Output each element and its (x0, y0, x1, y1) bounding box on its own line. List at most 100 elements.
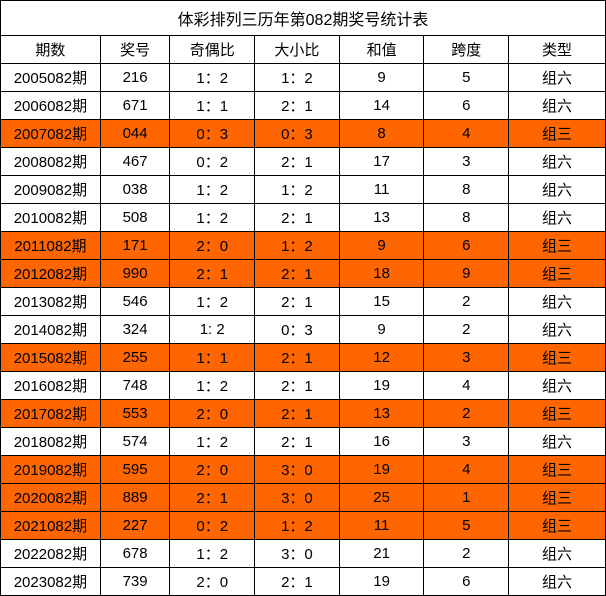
table-cell: 8 (424, 176, 509, 204)
table-cell: 组六 (509, 64, 606, 92)
table-cell: 546 (100, 288, 170, 316)
table-row: 2017082期5532：02：1132组三 (1, 400, 606, 428)
table-cell: 组三 (509, 484, 606, 512)
table-cell: 0：2 (170, 148, 255, 176)
table-row: 2006082期6711：12：1146组六 (1, 92, 606, 120)
table-cell: 467 (100, 148, 170, 176)
table-cell: 2 (424, 288, 509, 316)
table-cell: 17 (339, 148, 424, 176)
table-row: 2012082期9902：12：1189组三 (1, 260, 606, 288)
table-cell: 1: 2 (170, 316, 255, 344)
table-cell: 13 (339, 400, 424, 428)
column-header: 跨度 (424, 36, 509, 64)
table-cell: 4 (424, 456, 509, 484)
table-cell: 324 (100, 316, 170, 344)
table-cell: 2022082期 (1, 540, 101, 568)
table-cell: 044 (100, 120, 170, 148)
table-cell: 171 (100, 232, 170, 260)
table-cell: 6 (424, 92, 509, 120)
table-cell: 3：0 (255, 540, 340, 568)
table-cell: 2：1 (255, 288, 340, 316)
table-cell: 8 (339, 120, 424, 148)
table-cell: 2：1 (255, 372, 340, 400)
table-cell: 2023082期 (1, 568, 101, 596)
table-row: 2016082期7481：22：1194组六 (1, 372, 606, 400)
table-cell: 2：1 (255, 428, 340, 456)
table-cell: 组三 (509, 120, 606, 148)
table-cell: 组三 (509, 232, 606, 260)
table-cell: 2：0 (170, 568, 255, 596)
table-cell: 2：0 (170, 400, 255, 428)
table-cell: 19 (339, 372, 424, 400)
table-cell: 2：1 (255, 260, 340, 288)
table-cell: 2：1 (255, 204, 340, 232)
table-cell: 2014082期 (1, 316, 101, 344)
table-cell: 组六 (509, 316, 606, 344)
table-cell: 2020082期 (1, 484, 101, 512)
table-cell: 13 (339, 204, 424, 232)
table-cell: 2：1 (255, 400, 340, 428)
table-cell: 0：3 (170, 120, 255, 148)
table-cell: 2011082期 (1, 232, 101, 260)
table-cell: 1：2 (170, 372, 255, 400)
table-cell: 12 (339, 344, 424, 372)
table-cell: 595 (100, 456, 170, 484)
table-row: 2019082期5952：03：0194组三 (1, 456, 606, 484)
table-cell: 组三 (509, 344, 606, 372)
table-cell: 1：2 (255, 232, 340, 260)
table-cell: 038 (100, 176, 170, 204)
table-cell: 组六 (509, 568, 606, 596)
table-cell: 216 (100, 64, 170, 92)
column-header: 类型 (509, 36, 606, 64)
table-cell: 9 (339, 316, 424, 344)
table-cell: 2：0 (170, 456, 255, 484)
column-header: 奖号 (100, 36, 170, 64)
table-cell: 19 (339, 568, 424, 596)
table-cell: 1：2 (255, 176, 340, 204)
table-cell: 671 (100, 92, 170, 120)
table-cell: 1：2 (170, 176, 255, 204)
table-cell: 990 (100, 260, 170, 288)
table-cell: 组六 (509, 288, 606, 316)
column-header: 大小比 (255, 36, 340, 64)
table-cell: 255 (100, 344, 170, 372)
table-cell: 组六 (509, 540, 606, 568)
table-cell: 2005082期 (1, 64, 101, 92)
table-cell: 11 (339, 176, 424, 204)
table-cell: 889 (100, 484, 170, 512)
table-cell: 5 (424, 64, 509, 92)
table-cell: 2：1 (170, 260, 255, 288)
table-cell: 2 (424, 400, 509, 428)
table-row: 2013082期5461：22：1152组六 (1, 288, 606, 316)
table-cell: 553 (100, 400, 170, 428)
table-cell: 0：3 (255, 120, 340, 148)
table-cell: 1：2 (170, 204, 255, 232)
table-cell: 2：0 (170, 232, 255, 260)
table-cell: 748 (100, 372, 170, 400)
table-cell: 3 (424, 148, 509, 176)
table-cell: 1：2 (255, 64, 340, 92)
table-cell: 2010082期 (1, 204, 101, 232)
table-row: 2005082期2161：21：295组六 (1, 64, 606, 92)
table-cell: 1：2 (170, 64, 255, 92)
table-cell: 组六 (509, 372, 606, 400)
table-cell: 508 (100, 204, 170, 232)
table-cell: 组三 (509, 400, 606, 428)
table-cell: 19 (339, 456, 424, 484)
table-cell: 2019082期 (1, 456, 101, 484)
table-cell: 2015082期 (1, 344, 101, 372)
table-cell: 2：1 (255, 92, 340, 120)
table-cell: 18 (339, 260, 424, 288)
table-cell: 2：1 (255, 148, 340, 176)
table-cell: 8 (424, 204, 509, 232)
table-cell: 2007082期 (1, 120, 101, 148)
table-cell: 2 (424, 316, 509, 344)
table-row: 2011082期1712：01：296组三 (1, 232, 606, 260)
table-cell: 9 (424, 260, 509, 288)
table-cell: 739 (100, 568, 170, 596)
table-cell: 16 (339, 428, 424, 456)
table-cell: 574 (100, 428, 170, 456)
table-cell: 2016082期 (1, 372, 101, 400)
table-cell: 1：1 (170, 92, 255, 120)
table-cell: 1：2 (170, 540, 255, 568)
